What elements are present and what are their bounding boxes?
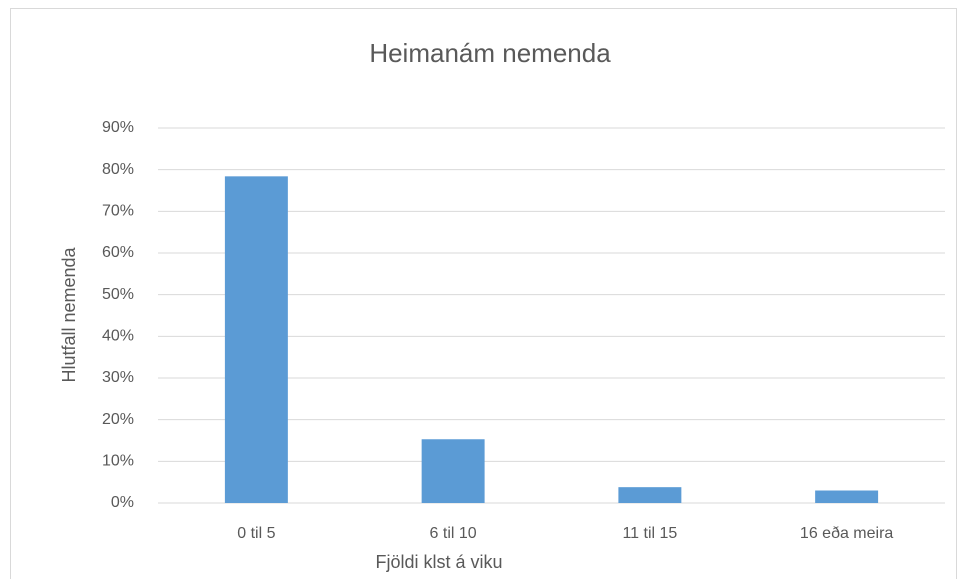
bar [224, 176, 288, 504]
x-axis-label: Fjöldi klst á viku [375, 552, 502, 572]
y-tick-label: 80% [102, 161, 134, 178]
y-tick-label: 50% [102, 286, 134, 303]
bar [815, 490, 879, 503]
x-tick-label: 0 til 5 [237, 525, 275, 542]
y-axis-label: Hlutfall nemenda [59, 246, 79, 382]
x-tick-label: 11 til 15 [622, 525, 677, 542]
y-tick-label: 20% [102, 411, 134, 428]
chart-title: Heimanám nemenda [369, 38, 611, 68]
y-tick-label: 30% [102, 369, 134, 386]
y-tick-label: 90% [102, 119, 134, 136]
y-tick-label: 70% [102, 203, 134, 220]
bar [421, 439, 485, 503]
bar [618, 487, 682, 503]
y-tick-label: 0% [111, 494, 134, 511]
y-tick-label: 40% [102, 328, 134, 345]
x-tick-label: 16 eða meira [800, 525, 893, 542]
y-tick-label: 10% [102, 453, 134, 470]
x-tick-label: 6 til 10 [430, 525, 477, 542]
y-tick-label: 60% [102, 244, 134, 261]
